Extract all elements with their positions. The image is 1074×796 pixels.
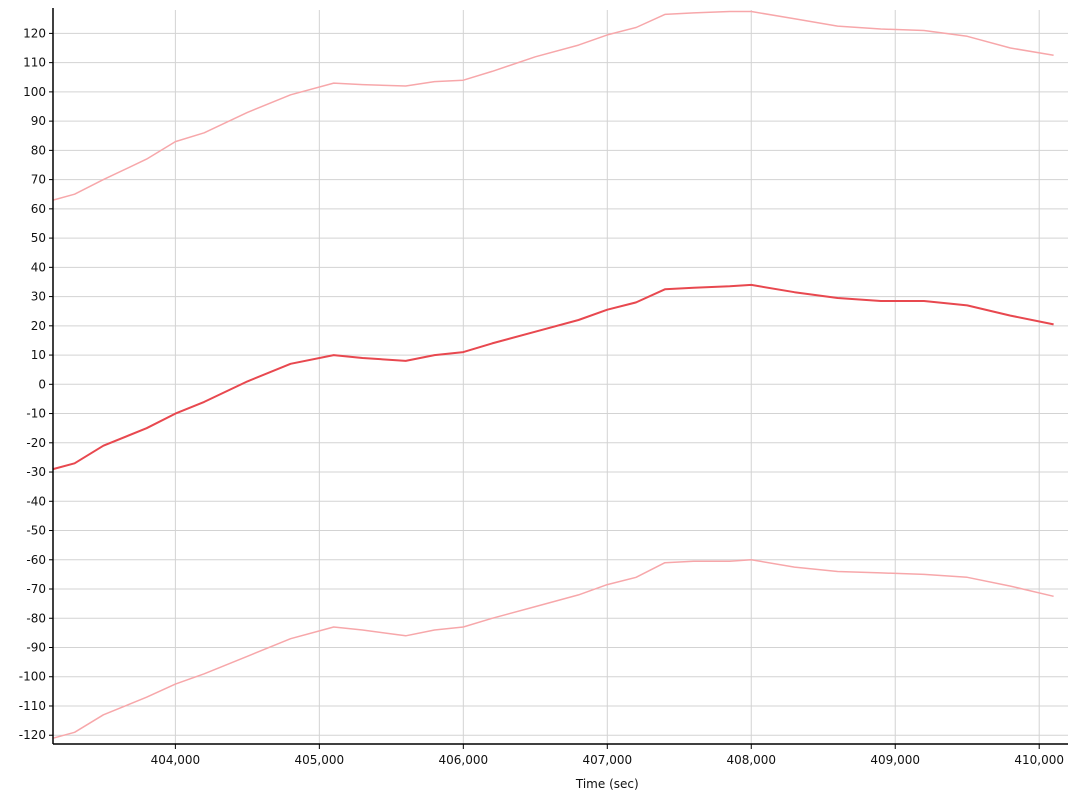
y-tick-label: 120	[23, 26, 46, 40]
y-tick-label: 90	[31, 114, 46, 128]
y-tick-label: -70	[26, 582, 46, 596]
x-tick-label: 407,000	[582, 753, 632, 767]
y-tick-label: -50	[26, 524, 46, 538]
y-tick-label: 60	[31, 202, 46, 216]
y-tick-label: 20	[31, 319, 46, 333]
x-tick-label: 410,000	[1014, 753, 1064, 767]
x-tick-label: 409,000	[870, 753, 920, 767]
x-tick-labels: 404,000 405,000 406,000 407,000 408,000 409,0…	[151, 744, 1064, 767]
y-tick-label: 40	[31, 260, 46, 274]
x-axis-title: Time (sec)	[575, 777, 639, 791]
main-series-line	[52, 283, 1054, 471]
y-tick-label: -30	[26, 465, 46, 479]
y-tick-label: 80	[31, 143, 46, 157]
y-tick-label: -120	[19, 728, 46, 742]
x-tick-label: 405,000	[295, 753, 345, 767]
y-tick-label: 50	[31, 231, 46, 245]
y-tick-label: 70	[31, 173, 46, 187]
grid-lines	[53, 10, 1068, 744]
upper-bound-line	[52, 10, 1054, 201]
y-tick-label: 100	[23, 85, 46, 99]
y-tick-label: -40	[26, 494, 46, 508]
series-lines	[52, 10, 1054, 739]
lower-bound-line	[52, 559, 1054, 739]
y-tick-label: 30	[31, 290, 46, 304]
x-tick-label: 404,000	[151, 753, 201, 767]
x-tick-label: 408,000	[726, 753, 776, 767]
y-tick-label: -60	[26, 553, 46, 567]
y-tick-label: 0	[38, 377, 46, 391]
y-tick-label: -90	[26, 640, 46, 654]
y-tick-label: -20	[26, 436, 46, 450]
x-tick-label: 406,000	[439, 753, 489, 767]
y-tick-label: -80	[26, 611, 46, 625]
y-tick-label: 10	[31, 348, 46, 362]
y-tick-label: 110	[23, 56, 46, 70]
y-tick-label: -110	[19, 699, 46, 713]
y-tick-labels: 1201101009080706050403020100-10-20-30-40…	[19, 26, 53, 742]
axes	[52, 8, 1068, 745]
y-tick-label: -100	[19, 670, 46, 684]
y-tick-label: -10	[26, 407, 46, 421]
